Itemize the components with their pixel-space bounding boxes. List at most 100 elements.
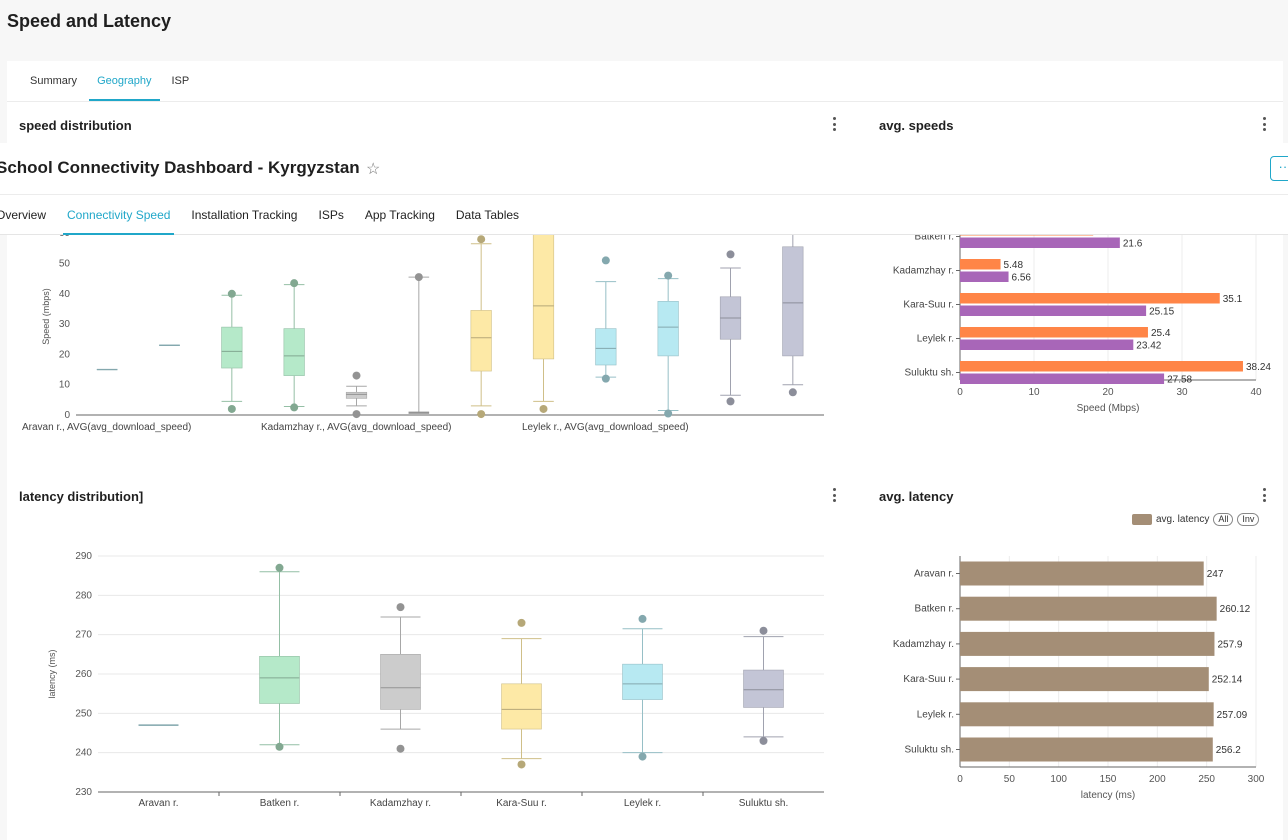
box-outlier <box>517 760 526 769</box>
bar <box>960 631 1215 656</box>
box-body <box>221 326 243 369</box>
bar-value-label: 35.1 <box>1223 294 1243 305</box>
tab-isps[interactable]: ISPs <box>318 208 344 222</box>
bar <box>960 667 1209 692</box>
bar <box>960 737 1213 762</box>
bar-value-label: 27.58 <box>1167 374 1192 385</box>
bar <box>960 373 1165 384</box>
latency-distribution-chart: 230 240 250 260 270 280 290 latency (ms) Aravan … <box>47 551 824 809</box>
speed-distribution-menu-icon[interactable] <box>829 116 839 132</box>
tabs-divider <box>7 101 1283 102</box>
x-tick-label: 20 <box>1102 387 1114 398</box>
tab-installation-tracking[interactable]: Installation Tracking <box>191 208 298 222</box>
x-tick-label: Leylek r. <box>624 798 661 809</box>
bar-value-label: 257.9 <box>1217 639 1242 650</box>
legend-invert-button[interactable]: Inv <box>1237 513 1260 526</box>
x-tick-label: 300 <box>1248 774 1265 785</box>
x-tick-label: 0 <box>957 774 963 785</box>
box-outlier <box>638 614 647 623</box>
box-outlier <box>539 404 548 413</box>
bar-value-label: 25.4 <box>1151 328 1171 339</box>
page-title: Speed and Latency <box>7 11 172 31</box>
y-tick-label: 0 <box>64 410 70 421</box>
legend-label: avg. latency <box>1156 514 1210 525</box>
bar-value-label: 23.42 <box>1136 340 1161 351</box>
box-body <box>532 230 555 360</box>
box-outlier <box>517 618 526 627</box>
x-tick-label: Kara-Suu r. <box>496 798 547 809</box>
box-body <box>501 683 542 730</box>
box-outlier <box>396 744 405 753</box>
box-outlier <box>352 371 361 380</box>
y-tick-label: 230 <box>75 787 92 798</box>
x-tick-label: Aravan r. <box>138 798 178 809</box>
y-tick-label: 260 <box>75 669 92 680</box>
box-outlier <box>396 603 405 612</box>
tab-geography[interactable]: Geography <box>89 61 160 101</box>
x-tick-label: Batken r. <box>260 798 299 809</box>
star-icon[interactable]: ☆ <box>366 161 381 178</box>
tab-isp[interactable]: ISP <box>171 75 190 87</box>
bar-value-label: 21.6 <box>1123 238 1143 249</box>
y-axis-title: Speed (mbps) <box>41 288 51 345</box>
y-tick-label: 270 <box>75 630 92 641</box>
y-tick-label: Batken r. <box>915 232 954 243</box>
x-axis-title: latency (ms) <box>1081 790 1135 801</box>
box-outlier <box>477 410 486 419</box>
y-tick-label: Leylek r. <box>917 709 954 720</box>
avg-latency-menu-icon[interactable] <box>1259 487 1269 503</box>
bar-value-label: 257.09 <box>1217 710 1248 721</box>
bar <box>960 596 1217 621</box>
bar <box>960 361 1243 372</box>
box-body <box>345 391 368 399</box>
tab-data-tables[interactable]: Data Tables <box>455 208 520 222</box>
box-outlier <box>788 388 797 397</box>
x-tick-label: Aravan r., AVG(avg_download_speed) <box>22 422 191 433</box>
y-tick-label: 250 <box>75 708 92 719</box>
y-tick-label: Batken r. <box>915 604 954 615</box>
tab-app-tracking[interactable]: App Tracking <box>364 208 435 222</box>
bar-value-label: 25.15 <box>1149 306 1174 317</box>
y-tick-label: 30 <box>59 319 71 330</box>
box-outlier <box>352 410 361 419</box>
y-tick-label: 40 <box>59 289 71 300</box>
box-outlier <box>275 563 284 572</box>
bar-value-label: 6.56 <box>1012 272 1032 283</box>
header-divider <box>0 194 1288 195</box>
box-body <box>743 669 784 708</box>
box-outlier <box>414 273 423 282</box>
box-body <box>782 246 804 357</box>
x-tick-label: 10 <box>1028 387 1040 398</box>
box-outlier <box>227 289 236 298</box>
tab-connectivity-speed[interactable]: Connectivity Speed <box>63 195 175 235</box>
bar-value-label: 5.48 <box>1004 260 1024 271</box>
box-outlier <box>275 742 284 751</box>
box-outlier <box>664 271 673 280</box>
latency-distribution-title: latency distribution] <box>19 489 144 504</box>
bar <box>960 293 1220 304</box>
box-outlier <box>601 256 610 265</box>
bar-value-label: 260.12 <box>1220 604 1251 615</box>
x-tick-label: Suluktu sh. <box>739 798 788 809</box>
y-tick-label: Aravan r. <box>914 569 954 580</box>
more-options-button[interactable]: ··· <box>1270 156 1288 181</box>
box-outlier <box>290 403 299 412</box>
legend-all-button[interactable]: All <box>1213 513 1234 526</box>
tab-summary[interactable]: Summary <box>30 75 78 87</box>
bar <box>960 271 1009 282</box>
box-body <box>259 656 300 704</box>
y-tick-label: Suluktu sh. <box>905 745 954 756</box>
box-body <box>622 663 663 700</box>
latency-distribution-menu-icon[interactable] <box>829 487 839 503</box>
box-body <box>595 328 617 366</box>
speed-distribution-chart: 0102030405060Speed (mbps)Aravan r., AVG(… <box>22 230 824 433</box>
x-tick-label: 200 <box>1149 774 1166 785</box>
avg-latency-title: avg. latency <box>879 489 954 504</box>
y-tick-label: Kara-Suu r. <box>903 674 954 685</box>
bar <box>960 237 1120 248</box>
avg-speeds-menu-icon[interactable] <box>1259 116 1269 132</box>
box-body <box>470 310 492 372</box>
bar <box>960 327 1148 338</box>
tab-overview[interactable]: Overview <box>0 208 47 222</box>
y-tick-label: Kara-Suu r. <box>903 300 954 311</box>
